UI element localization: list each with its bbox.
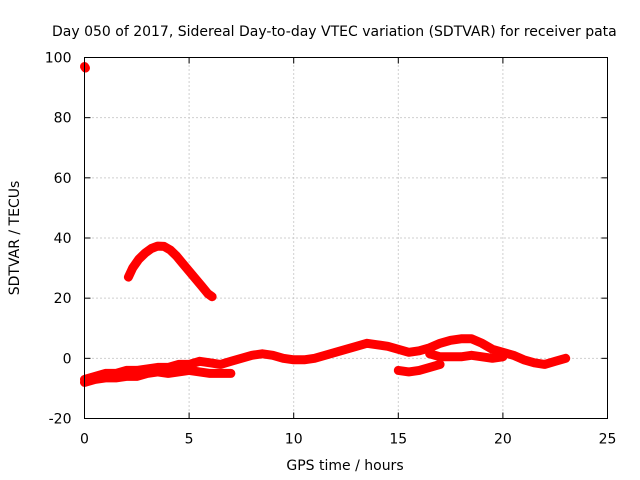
data-point [268, 351, 277, 360]
data-point [258, 349, 267, 358]
data-point [446, 352, 455, 361]
data-point [457, 352, 466, 361]
data-point [561, 354, 570, 363]
data-point [174, 360, 183, 369]
data-point [425, 349, 434, 358]
data-point [203, 289, 212, 298]
data-point [141, 249, 150, 258]
data-point [174, 367, 183, 376]
data-point [206, 358, 215, 367]
y-axis-label: SDTVAR / TECUs [7, 181, 23, 296]
data-point [352, 342, 361, 351]
data-point [195, 367, 204, 376]
tick-layer: 0 5 10 15 20 25 -20 0 20 40 60 80 100 [45, 51, 617, 448]
data-point [289, 355, 298, 364]
data-point [530, 358, 539, 367]
data-point [101, 373, 110, 382]
data-point [519, 355, 528, 364]
data-point [166, 246, 175, 255]
data-point [111, 373, 120, 382]
data-point [310, 354, 319, 363]
data-point [373, 340, 382, 349]
data-point [164, 369, 173, 378]
data-point [404, 348, 413, 357]
data-point [185, 366, 194, 375]
data-point [81, 64, 90, 73]
data-point [178, 259, 187, 268]
x-tick-label: 0 [80, 432, 89, 448]
data-point [394, 345, 403, 354]
data-point [383, 342, 392, 351]
data-point [321, 351, 330, 360]
data-point [436, 352, 445, 361]
y-tick-label: 20 [54, 291, 72, 307]
data-point [404, 367, 413, 376]
data-point [342, 345, 350, 354]
data-point [226, 369, 235, 378]
y-tick-label: -20 [49, 412, 72, 428]
data-point [467, 351, 476, 360]
data-point [436, 339, 445, 348]
data-point [551, 357, 560, 366]
data-point [467, 334, 476, 343]
data-point [191, 274, 200, 283]
y-tick-label: 100 [45, 51, 72, 67]
x-tick-label: 15 [389, 432, 407, 448]
data-point [300, 355, 309, 364]
x-tick-label: 25 [599, 432, 617, 448]
data-point [446, 336, 455, 345]
data-point [208, 292, 217, 301]
y-tick-label: 60 [54, 171, 72, 187]
data-point [425, 363, 434, 372]
data-point [488, 354, 497, 363]
data-point [457, 334, 466, 343]
data-point [143, 369, 152, 378]
data-point [498, 352, 507, 361]
data-point [159, 242, 168, 251]
data-point [216, 369, 225, 378]
data-point [415, 346, 424, 355]
data-point [195, 357, 204, 366]
x-axis-label: GPS time / hours [286, 458, 403, 474]
data-point [122, 372, 131, 381]
data-point [247, 351, 256, 360]
data-point [394, 366, 403, 375]
data-point [134, 255, 143, 264]
y-tick-label: 40 [54, 231, 72, 247]
data-point [124, 273, 133, 282]
data-point [128, 264, 137, 273]
x-tick-label: 10 [285, 432, 303, 448]
data-point [331, 348, 340, 357]
data-point [206, 369, 215, 378]
data-point [132, 372, 141, 381]
data-point [153, 367, 162, 376]
chart-title: Day 050 of 2017, Sidereal Day-to-day VTE… [52, 24, 617, 40]
data-point [477, 352, 486, 361]
data-point [436, 360, 445, 369]
data-point [362, 339, 371, 348]
y-tick-label: 0 [63, 351, 72, 367]
data-point [172, 252, 181, 261]
data-point [197, 282, 206, 291]
x-tick-label: 20 [494, 432, 512, 448]
data-point [237, 354, 246, 363]
data-point [185, 267, 194, 276]
data-point [477, 339, 486, 348]
data-point [509, 351, 518, 360]
data-point [147, 244, 156, 253]
data-point [540, 360, 549, 369]
x-tick-label: 5 [185, 432, 194, 448]
y-tick-label: 80 [54, 111, 72, 127]
data-point [226, 357, 235, 366]
data-point [415, 366, 424, 375]
data-point [216, 360, 225, 369]
data-point [90, 375, 99, 384]
data-point [488, 345, 497, 354]
data-point [279, 354, 288, 363]
